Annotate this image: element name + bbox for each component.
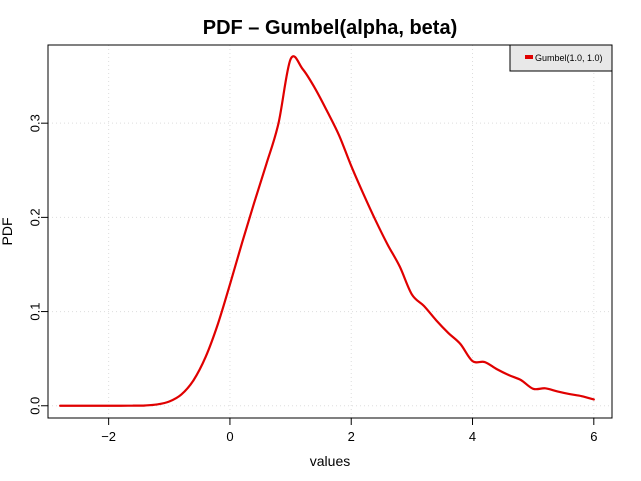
- x-tick-label: 6: [590, 429, 597, 444]
- y-tick-label: 0.1: [28, 303, 43, 321]
- x-tick-label: 0: [226, 429, 233, 444]
- legend: Gumbel(1.0, 1.0): [509, 44, 613, 72]
- x-tick-label: 2: [348, 429, 355, 444]
- axes-layer: −2 0 2 4 6 0.0 0.1 0.2 0.3: [28, 114, 598, 444]
- series-line: [59, 55, 595, 407]
- y-tick-label: 0.2: [28, 208, 43, 226]
- plot-frame: [47, 44, 613, 419]
- series-layer: [59, 55, 595, 407]
- x-tick-label: −2: [101, 429, 116, 444]
- legend-label: Gumbel(1.0, 1.0): [535, 53, 603, 63]
- legend-swatch: [525, 55, 533, 59]
- y-tick-label: 0.0: [28, 397, 43, 415]
- x-tick-label: 4: [469, 429, 476, 444]
- x-axis-label: values: [310, 453, 350, 469]
- chart-title: PDF – Gumbel(alpha, beta): [203, 17, 457, 39]
- y-tick-label: 0.3: [28, 114, 43, 132]
- y-axis-label: PDF: [0, 218, 15, 246]
